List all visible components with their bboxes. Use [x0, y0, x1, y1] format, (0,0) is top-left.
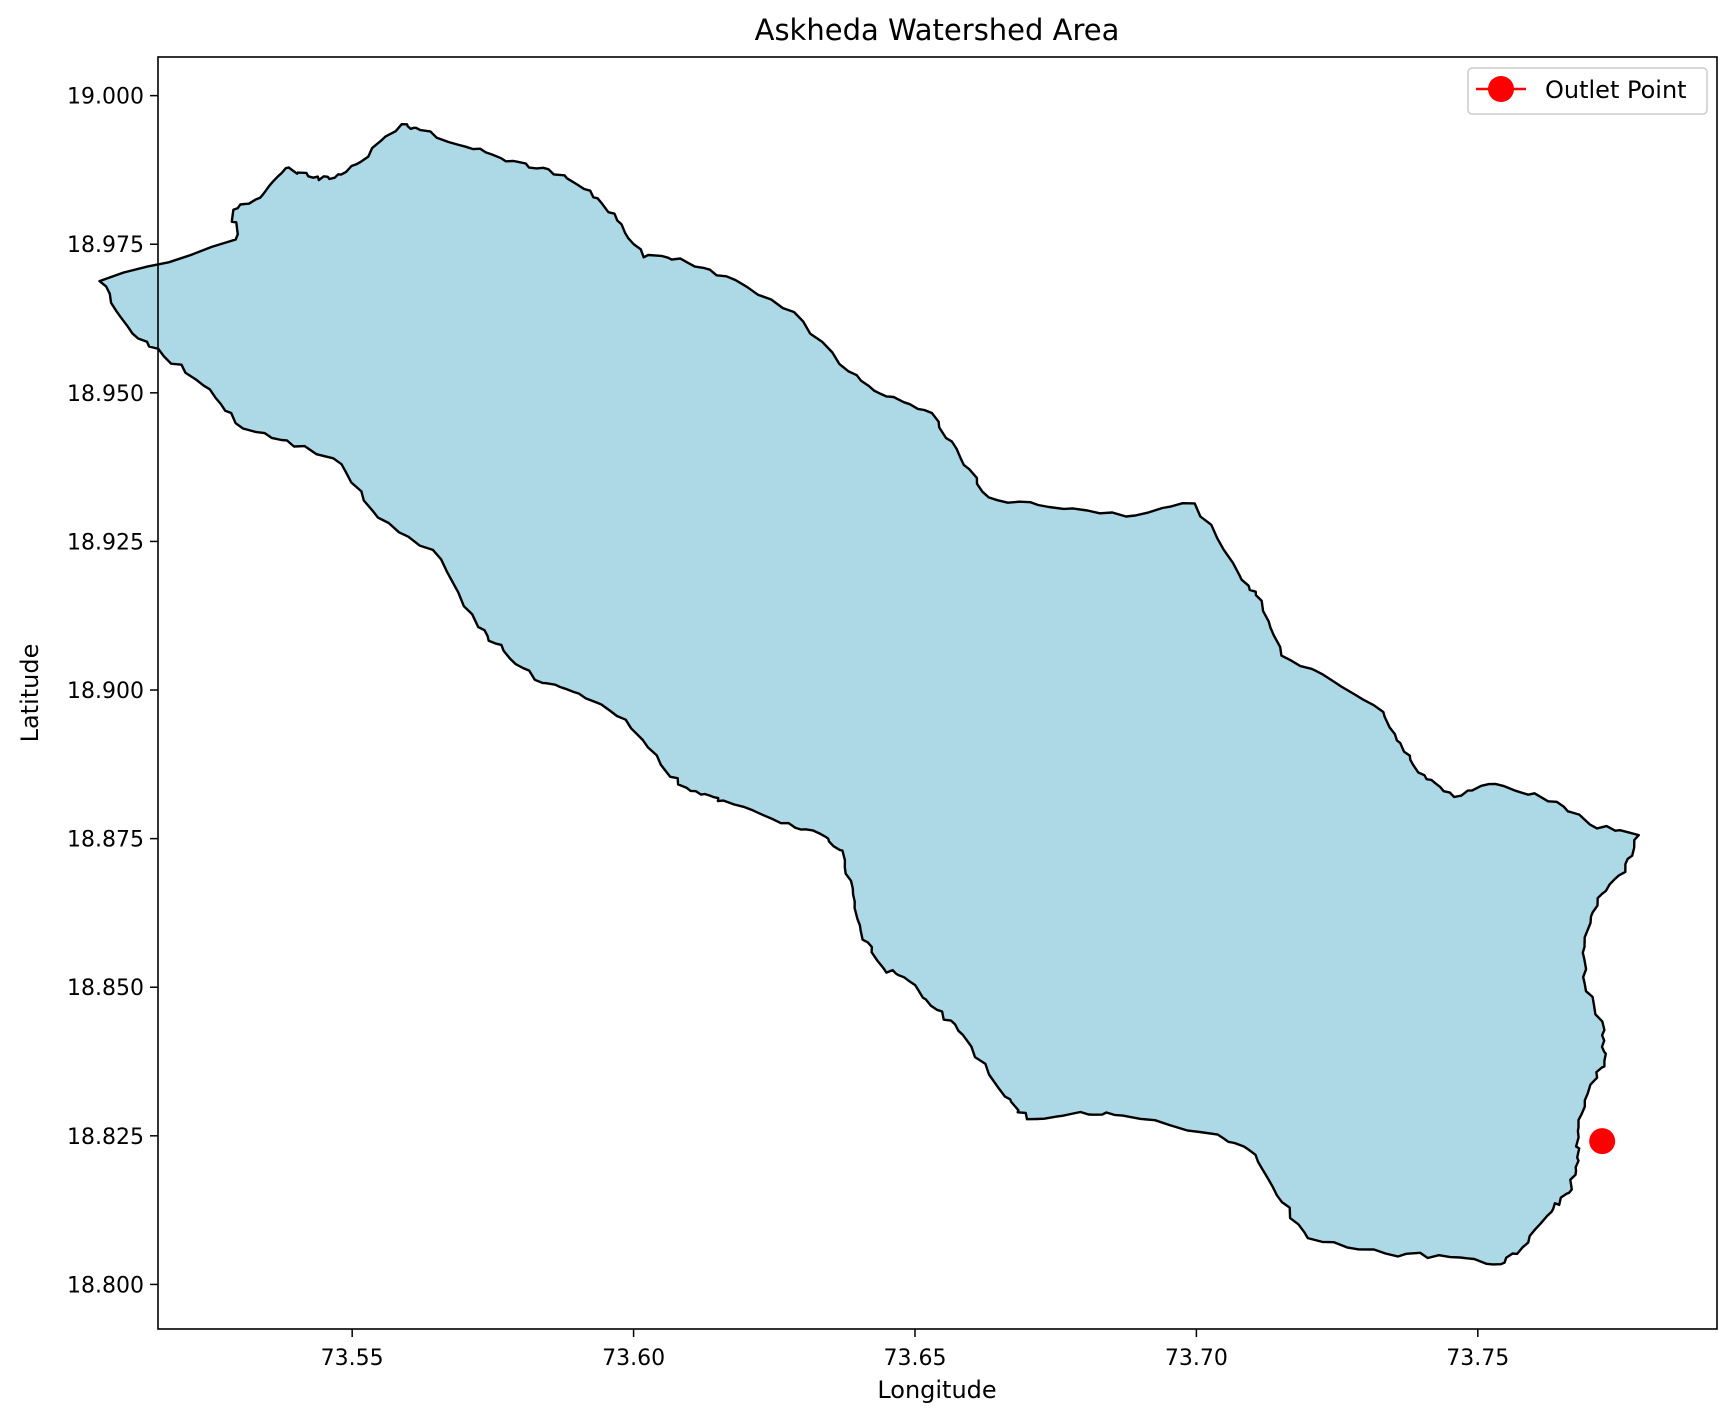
y-axis-label: Latitude: [16, 644, 44, 743]
legend-box: [1467, 67, 1708, 115]
y-tick-label: 18.850: [67, 976, 144, 1001]
y-tick-label: 18.950: [67, 382, 144, 407]
y-tick-label: 18.975: [67, 233, 144, 258]
x-tick-label: 73.65: [883, 1346, 946, 1371]
y-axis-ticks: 18.800 18.825 18.850 18.875 18.900 18.925 18.9…: [67, 85, 158, 1298]
x-axis-ticks: 73.55 73.60 73.65 73.70 73.75: [321, 1329, 1509, 1371]
y-tick-label: 19.000: [67, 85, 144, 110]
y-tick-label: 18.825: [67, 1125, 144, 1150]
legend-marker-swatch: [1488, 76, 1514, 102]
legend-label-outlet-point: Outlet Point: [1545, 76, 1687, 104]
x-axis-label: Longitude: [877, 1376, 996, 1404]
x-tick-label: 73.60: [602, 1346, 665, 1371]
x-tick-label: 73.70: [1165, 1346, 1228, 1371]
y-tick-label: 18.925: [67, 530, 144, 555]
x-tick-label: 73.75: [1446, 1346, 1509, 1371]
plot-area: 73.55 73.60 73.65 73.70 73.75 18.80018.82518…: [67, 56, 1718, 1371]
legend: Outlet Point: [1467, 67, 1708, 115]
y-tick-label: 18.800: [67, 1273, 144, 1298]
y-tick-label: 18.875: [67, 828, 144, 853]
y-tick-label: 18.900: [67, 679, 144, 704]
outlet-point-marker: [1589, 1128, 1616, 1155]
x-tick-label: 73.55: [321, 1346, 384, 1371]
axes-frame: [157, 56, 1718, 1330]
watershed-polygon: [98, 123, 1640, 1266]
map-title: Askheda Watershed Area: [755, 13, 1120, 47]
